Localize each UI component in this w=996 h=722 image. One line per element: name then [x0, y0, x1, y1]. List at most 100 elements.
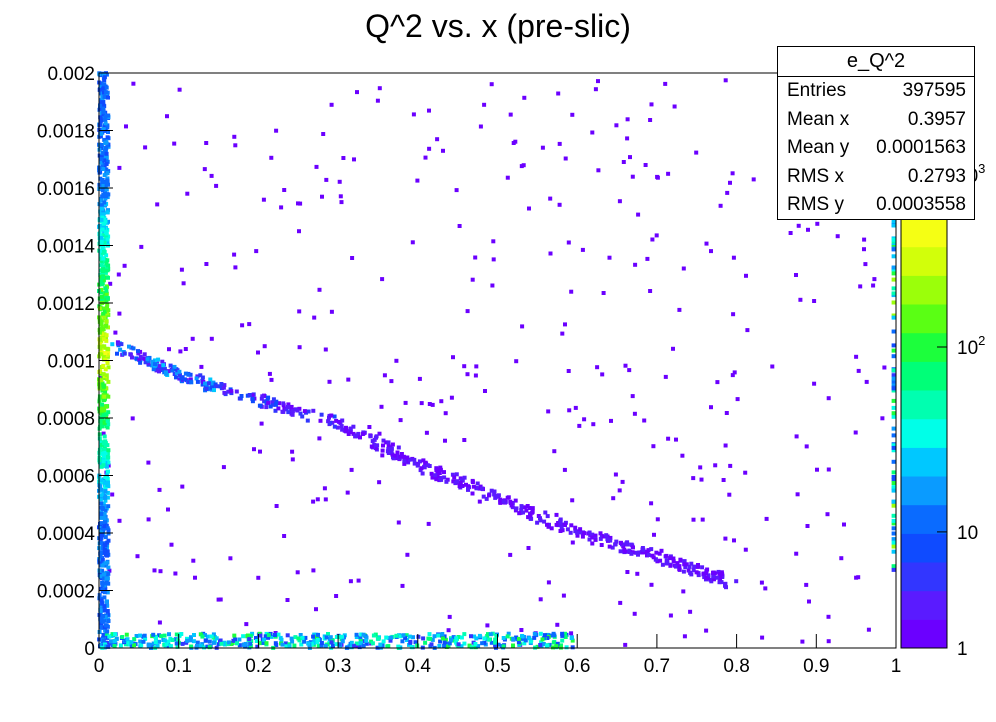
heatmap-cell — [169, 542, 174, 547]
heatmap-cell — [590, 130, 595, 135]
heatmap-cell — [519, 628, 524, 632]
heatmap-cell — [646, 553, 651, 557]
heatmap-cell — [521, 510, 525, 515]
heatmap-cell — [101, 638, 106, 643]
heatmap-cell — [104, 412, 109, 417]
heatmap-cell — [477, 499, 482, 504]
heatmap-cell — [160, 359, 165, 364]
heatmap-cell — [98, 537, 103, 541]
heatmap-cell — [105, 311, 110, 316]
heatmap-cell — [166, 639, 171, 644]
heatmap-cell — [285, 633, 290, 638]
heatmap-cell — [289, 404, 294, 409]
heatmap-cell — [815, 467, 819, 472]
heatmap-cell — [598, 536, 603, 541]
heatmap-cell — [427, 632, 432, 637]
heatmap-cell — [864, 379, 869, 384]
heatmap-cell — [208, 377, 213, 382]
heatmap-cell — [389, 449, 394, 454]
heatmap-cell — [575, 533, 580, 538]
heatmap-cell — [548, 196, 553, 201]
heatmap-cell — [862, 247, 866, 252]
heatmap-cell — [410, 240, 415, 245]
heatmap-cell — [102, 78, 107, 83]
heatmap-cell — [100, 451, 105, 456]
heatmap-cell — [570, 112, 575, 117]
heatmap-cell — [423, 460, 428, 465]
heatmap-cell — [412, 461, 417, 466]
heatmap-cell — [296, 636, 301, 641]
heatmap-cell — [255, 644, 260, 649]
heatmap-cell — [601, 291, 606, 295]
heatmap-cell — [128, 352, 133, 357]
heatmap-cell — [704, 571, 708, 576]
heatmap-cell — [106, 144, 111, 149]
heatmap-cell — [891, 376, 896, 381]
heatmap-cell — [554, 644, 559, 649]
heatmap-cell — [243, 641, 248, 646]
heatmap-cell — [98, 445, 103, 449]
chart-title: Q^2 vs. x (pre-slic) — [365, 8, 631, 44]
heatmap-cell — [501, 636, 506, 640]
heatmap-cell — [317, 436, 322, 441]
heatmap-cell — [232, 252, 237, 257]
heatmap-cell — [798, 297, 803, 302]
heatmap-cell — [436, 633, 441, 638]
heatmap-cell — [398, 454, 403, 459]
heatmap-cell — [174, 641, 179, 646]
heatmap-cell — [556, 521, 561, 525]
heatmap-cell — [146, 460, 151, 465]
heatmap-cell — [115, 351, 119, 356]
heatmap-cell — [107, 634, 112, 639]
heatmap-cell — [625, 570, 630, 574]
heatmap-cell — [102, 315, 107, 320]
heatmap-cell — [253, 636, 258, 640]
heatmap-cell — [209, 381, 214, 386]
heatmap-cell — [535, 644, 540, 649]
heatmap-cell — [358, 635, 363, 640]
heatmap-cell — [198, 644, 203, 648]
heatmap-cell — [400, 639, 405, 644]
heatmap-cell — [153, 640, 158, 645]
heatmap-cell — [101, 275, 106, 280]
heatmap-cell — [240, 323, 245, 328]
heatmap-cell — [496, 642, 501, 647]
heatmap-cell — [104, 145, 109, 150]
heatmap-cell — [804, 582, 809, 587]
heatmap-cell — [200, 382, 205, 387]
heatmap-cell — [891, 549, 896, 554]
heatmap-cell — [648, 118, 653, 122]
heatmap-cell — [315, 638, 320, 642]
heatmap-cell — [216, 597, 221, 602]
heatmap-cell — [104, 506, 109, 511]
heatmap-cell — [162, 638, 167, 643]
heatmap-cell — [103, 489, 108, 494]
heatmap-cell — [101, 387, 106, 391]
color-scale-label: 1 — [957, 639, 968, 660]
heatmap-cell — [712, 577, 716, 582]
stats-value: 0.2793 — [907, 165, 966, 187]
heatmap-cell — [241, 634, 246, 639]
heatmap-cell — [891, 477, 896, 482]
heatmap-cell — [826, 639, 831, 644]
heatmap-cell — [98, 106, 102, 111]
heatmap-cell — [101, 431, 106, 436]
heatmap-cell — [157, 620, 162, 625]
heatmap-cell — [103, 475, 108, 479]
heatmap-cell — [138, 633, 142, 638]
heatmap-cell — [100, 96, 105, 101]
heatmap-cell — [103, 586, 108, 591]
heatmap-cell — [146, 642, 151, 647]
heatmap-cell — [105, 258, 110, 263]
heatmap-cell — [374, 435, 378, 440]
heatmap-cell — [542, 519, 547, 524]
heatmap-cell — [351, 431, 356, 436]
heatmap-cell — [214, 183, 219, 188]
heatmap-cell — [274, 128, 279, 133]
heatmap-cell — [415, 463, 420, 468]
heatmap-cell — [98, 101, 103, 106]
heatmap-cell — [97, 394, 102, 399]
heatmap-cell — [398, 634, 403, 639]
heatmap-cell — [681, 569, 686, 574]
heatmap-cell — [442, 634, 447, 639]
